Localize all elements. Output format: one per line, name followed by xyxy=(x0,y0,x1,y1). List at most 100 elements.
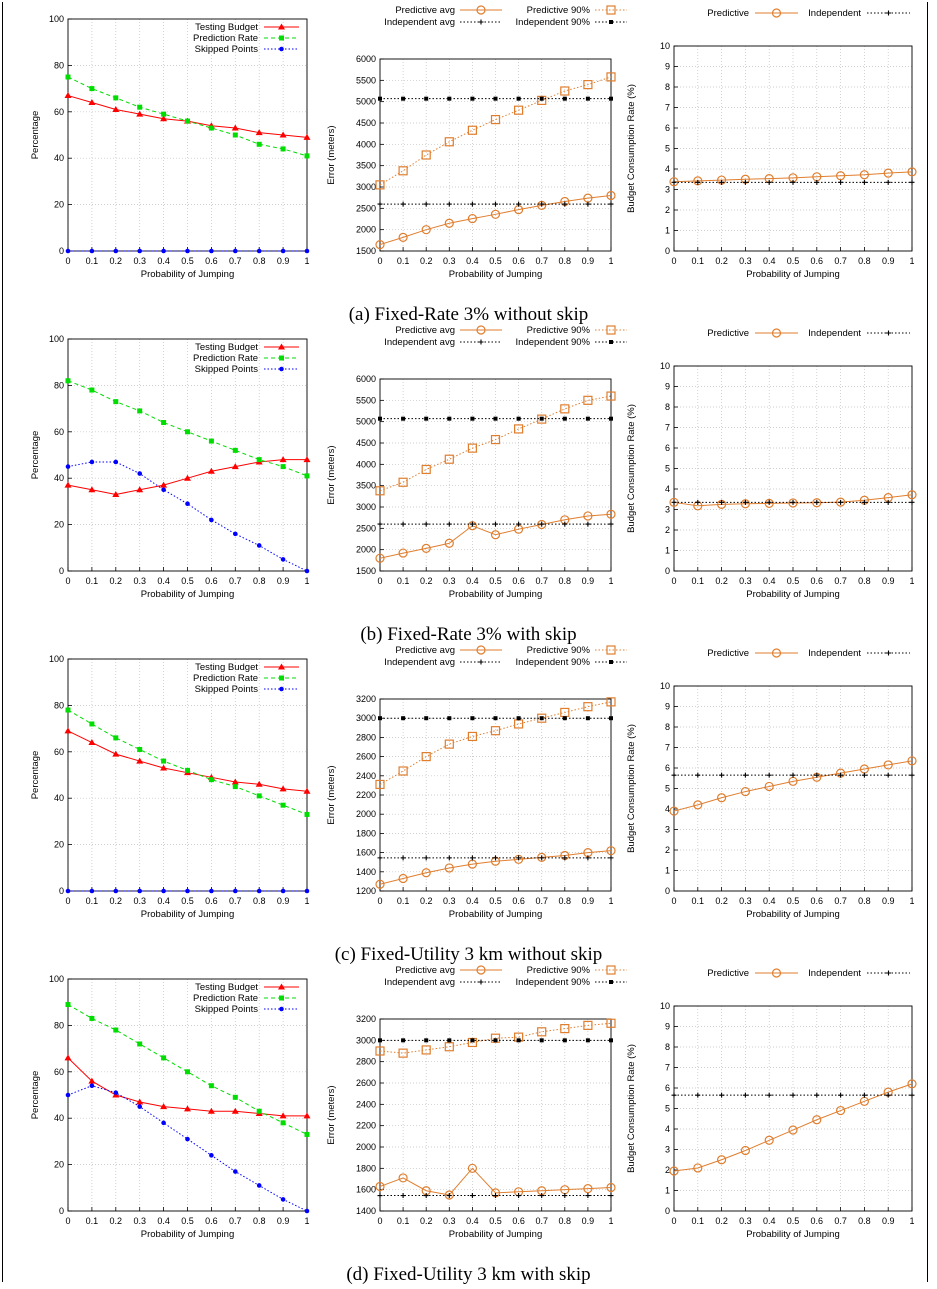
data-point xyxy=(232,447,238,453)
data-point xyxy=(256,543,262,548)
data-point xyxy=(400,521,406,527)
y-tick-label: 3 xyxy=(665,1145,670,1155)
data-point xyxy=(256,1183,262,1188)
x-tick-label: 0.1 xyxy=(86,576,99,586)
chart-c-percentage: 0 0.1 0.2 0.3 0.4 0.5 0.6 0.7 0.8 0.9 1 0 20 40 60 80 10… xyxy=(30,654,311,920)
legend-entry: Independent avg xyxy=(384,17,502,28)
data-point xyxy=(161,1120,166,1126)
grid xyxy=(673,685,913,892)
y-tick-label: 2000 xyxy=(356,225,376,235)
data-point xyxy=(585,1193,591,1199)
data-point xyxy=(378,716,382,721)
data-point xyxy=(424,96,429,101)
x-tick-label: 0 xyxy=(377,256,382,266)
x-tick-label: 0.2 xyxy=(110,576,123,586)
legend-label: Testing Budget xyxy=(195,342,258,353)
data-point xyxy=(537,200,547,210)
x-tick-label: 0.3 xyxy=(133,1216,146,1226)
data-point xyxy=(421,1045,431,1055)
x-tick-label: 0.9 xyxy=(882,256,895,266)
series-prediction-rate xyxy=(65,707,310,817)
data-point xyxy=(609,1038,613,1043)
x-tick-label: 0.6 xyxy=(811,1216,824,1226)
data-point xyxy=(398,232,408,242)
legend-entry: Independent avg xyxy=(384,337,502,348)
x-tick-label: 0.4 xyxy=(157,1216,170,1226)
data-point xyxy=(861,772,867,778)
data-point xyxy=(470,1038,475,1043)
data-point xyxy=(88,486,96,493)
caption-d: (d) Fixed-Utility 3 km with skip xyxy=(346,1264,591,1285)
data-point xyxy=(256,141,262,147)
x-tick-label: 0.7 xyxy=(834,256,847,266)
data-point xyxy=(209,248,214,254)
x-axis-title: Probability of Jumping xyxy=(141,1229,234,1240)
y-axis-title: Budget Consumption Rate (%) xyxy=(626,404,637,533)
data-point xyxy=(885,1092,891,1098)
legend-label: Prediction Rate xyxy=(193,673,258,684)
x-tick-label: 0.6 xyxy=(205,576,218,586)
data-point xyxy=(490,434,501,445)
x-axis: 0 0.1 0.2 0.3 0.4 0.5 0.6 0.7 0.8 0.9 1 xyxy=(671,247,915,266)
x-tick-label: 0 xyxy=(65,896,70,906)
y-tick-label: 2000 xyxy=(356,1142,376,1152)
data-point xyxy=(231,778,239,785)
y-tick-label: 8 xyxy=(665,82,670,92)
y-axis: 1200 1400 1600 1800 2000 2200 2400 2600 2800 3000… xyxy=(356,694,384,896)
x-axis: 0 0.1 0.2 0.3 0.4 0.5 0.6 0.7 0.8 0.9 1 xyxy=(65,887,310,906)
data-point xyxy=(671,499,677,505)
data-point xyxy=(377,855,383,861)
data-point xyxy=(279,131,287,138)
y-tick-label: 9 xyxy=(665,382,670,392)
data-point xyxy=(65,707,71,713)
data-point xyxy=(490,530,501,540)
legend-entry: Prediction Rate xyxy=(193,33,299,44)
data-point xyxy=(424,416,429,421)
y-tick-label: 10 xyxy=(660,41,670,51)
data-point xyxy=(232,132,238,138)
y-tick-label: 5500 xyxy=(356,75,376,85)
data-point xyxy=(606,190,616,201)
x-tick-label: 0.6 xyxy=(205,1216,218,1226)
y-tick-label: 5000 xyxy=(356,97,376,107)
data-point xyxy=(470,716,475,721)
chart-d-budget: 0 0.1 0.2 0.3 0.4 0.5 0.6 0.7 0.8 0.9 101234567891… xyxy=(626,968,917,1240)
y-tick-label: 2600 xyxy=(356,1078,376,1088)
x-axis-title: Probability of Jumping xyxy=(141,909,234,920)
data-point xyxy=(790,1092,796,1098)
x-tick-label: 1 xyxy=(304,256,309,266)
x-tick-label: 0.5 xyxy=(489,896,502,906)
legend-label: Independent avg xyxy=(384,657,455,668)
x-tick-label: 0.4 xyxy=(157,576,170,586)
y-axis-title: Percentage xyxy=(30,1071,41,1120)
x-tick-label: 1 xyxy=(304,1216,309,1226)
x-tick-label: 0 xyxy=(671,576,676,586)
x-tick-label: 0.2 xyxy=(715,256,728,266)
data-point xyxy=(208,1083,214,1089)
x-tick-label: 0.1 xyxy=(86,1216,99,1226)
data-point xyxy=(231,463,239,470)
data-point xyxy=(65,464,71,469)
x-tick-label: 0.9 xyxy=(582,896,595,906)
data-point xyxy=(909,1092,915,1098)
data-point xyxy=(279,1112,287,1119)
y-tick-label: 2500 xyxy=(356,203,376,213)
legend-marker xyxy=(278,983,285,990)
data-point xyxy=(516,416,521,421)
data-point xyxy=(113,888,119,894)
data-point xyxy=(65,1092,71,1098)
data-point xyxy=(447,1038,452,1043)
y-tick-label: 0 xyxy=(665,246,670,256)
data-point xyxy=(467,1163,477,1173)
legend-marker xyxy=(771,968,782,978)
legend-marker xyxy=(609,340,613,344)
x-tick-label: 1 xyxy=(608,896,613,906)
data-point xyxy=(883,168,893,178)
data-point xyxy=(909,772,915,778)
data-point xyxy=(585,716,590,721)
legend-entry: Independent 90% xyxy=(516,977,627,988)
series-predictive xyxy=(669,756,917,816)
data-point xyxy=(64,92,72,99)
y-tick-label: 0 xyxy=(665,566,670,576)
y-tick-label: 3000 xyxy=(356,713,376,723)
